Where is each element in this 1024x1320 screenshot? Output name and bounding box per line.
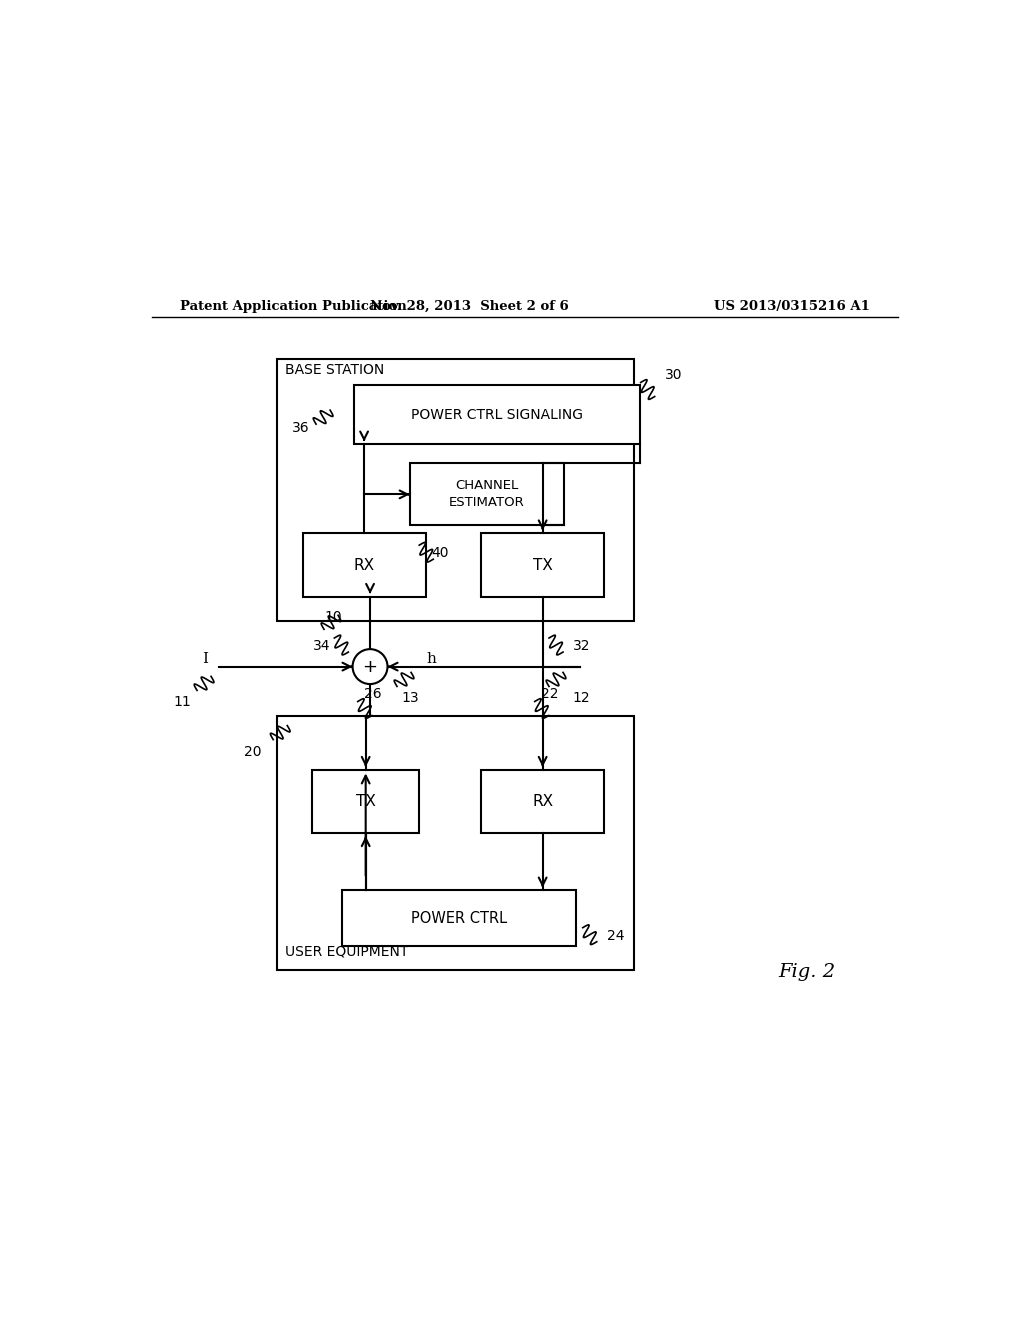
Bar	[312, 770, 419, 833]
Text: h: h	[426, 652, 436, 665]
Bar	[303, 533, 426, 597]
Text: 40: 40	[431, 546, 449, 560]
Text: 26: 26	[365, 686, 382, 701]
Text: CHANNEL
ESTIMATOR: CHANNEL ESTIMATOR	[450, 479, 525, 510]
Text: 13: 13	[401, 692, 419, 705]
Text: POWER CTRL: POWER CTRL	[412, 911, 507, 925]
Text: 22: 22	[541, 686, 558, 701]
Text: TX: TX	[532, 557, 553, 573]
Text: USER EQUIPMENT: USER EQUIPMENT	[285, 945, 409, 958]
Bar	[481, 770, 604, 833]
Bar	[354, 385, 640, 445]
Text: 30: 30	[665, 367, 682, 381]
Text: 34: 34	[313, 639, 331, 653]
Bar	[410, 463, 564, 525]
Text: US 2013/0315216 A1: US 2013/0315216 A1	[714, 300, 870, 313]
Text: 20: 20	[244, 744, 261, 759]
Text: RX: RX	[532, 795, 553, 809]
Text: 24: 24	[606, 929, 624, 942]
Circle shape	[352, 649, 387, 684]
Text: +: +	[362, 657, 378, 676]
Text: POWER CTRL SIGNALING: POWER CTRL SIGNALING	[411, 408, 583, 421]
Text: 36: 36	[292, 421, 309, 436]
Bar	[278, 715, 634, 970]
Bar	[278, 359, 634, 620]
Text: Fig. 2: Fig. 2	[778, 964, 836, 981]
Text: TX: TX	[355, 795, 376, 809]
Text: Patent Application Publication: Patent Application Publication	[179, 300, 407, 313]
Text: 12: 12	[572, 692, 591, 705]
Text: RX: RX	[353, 557, 375, 573]
Text: 11: 11	[173, 696, 190, 709]
Bar	[481, 533, 604, 597]
Text: 32: 32	[572, 639, 590, 653]
Text: 10: 10	[324, 610, 342, 624]
Text: BASE STATION: BASE STATION	[285, 363, 384, 378]
Text: I: I	[202, 652, 208, 665]
Bar	[342, 891, 577, 946]
Text: Nov. 28, 2013  Sheet 2 of 6: Nov. 28, 2013 Sheet 2 of 6	[370, 300, 568, 313]
